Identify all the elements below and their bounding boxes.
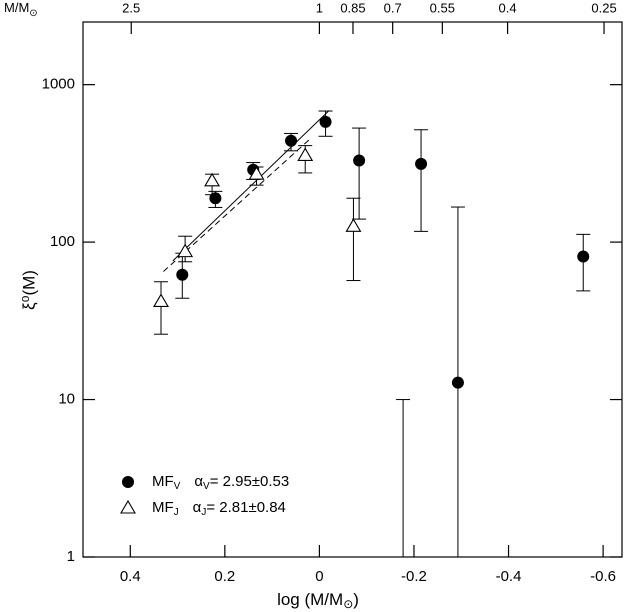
top-tick-label: 0.25	[591, 0, 616, 15]
x-tick-label: -0.6	[590, 568, 616, 585]
legend-text: MF	[152, 473, 174, 490]
plot-area	[153, 110, 591, 609]
legend-label: MFV αV= 2.95±0.53	[152, 473, 289, 492]
top-tick-label: 1	[316, 0, 323, 15]
y-tick-label: 100	[50, 233, 75, 250]
legend-text: = 2.81±0.84	[206, 499, 286, 516]
point	[297, 147, 314, 162]
point	[248, 166, 265, 180]
legend-marker	[122, 476, 134, 488]
point	[209, 192, 222, 205]
point	[204, 172, 221, 187]
x-tick-label: -0.4	[496, 568, 522, 585]
legend-text: V	[174, 481, 181, 492]
x-tick-label: 0	[315, 568, 323, 585]
point	[396, 597, 410, 609]
legend-text: V	[203, 481, 210, 492]
top-tick-label: 0.85	[340, 0, 365, 15]
legend-text: J	[201, 507, 206, 518]
point	[285, 134, 298, 147]
point	[451, 376, 464, 389]
point	[415, 157, 428, 170]
x-tick-label: 0.2	[214, 568, 235, 585]
y-tick-label: 10	[58, 391, 75, 408]
top-tick-label: 0.7	[384, 0, 402, 15]
legend-label: MFJ αJ= 2.81±0.84	[152, 499, 286, 518]
y-tick-label: 1000	[42, 76, 75, 93]
legend-text: α	[193, 499, 202, 516]
legend-text: MF	[152, 499, 174, 516]
point	[319, 115, 332, 128]
y-axis-label: ξ⁰(M)	[19, 270, 38, 310]
point	[577, 250, 590, 263]
legend-text: J	[174, 507, 179, 518]
point	[153, 293, 169, 307]
sun-symbol: ⊙	[343, 597, 353, 611]
top-tick-label: 0.55	[430, 0, 455, 15]
x-tick-label: -0.2	[401, 568, 427, 585]
sun-symbol: ⊙	[29, 8, 37, 19]
y-tick-label: 1	[67, 548, 75, 565]
top-tick-label: 0.4	[499, 0, 517, 15]
point	[176, 268, 189, 281]
top-tick-label: 2.5	[122, 0, 140, 15]
x-tick-label: 0.4	[120, 568, 141, 585]
point	[345, 218, 362, 232]
top-axis-label: M/M⊙	[4, 0, 38, 18]
x-axis-label: log (M/M⊙)	[277, 590, 359, 611]
legend-marker	[120, 499, 136, 514]
legend-text: α	[194, 473, 203, 490]
point	[353, 154, 366, 167]
point	[177, 243, 194, 258]
fit-line	[172, 110, 330, 262]
legend-text: = 2.95±0.53	[210, 473, 290, 490]
